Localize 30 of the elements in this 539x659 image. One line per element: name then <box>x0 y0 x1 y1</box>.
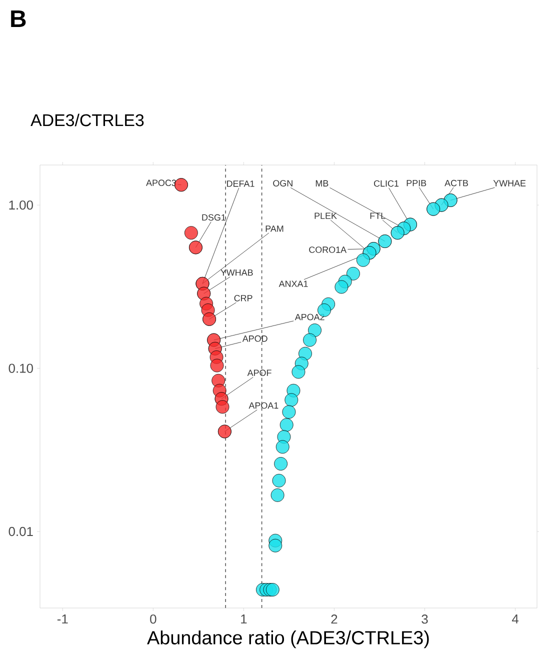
x-tick-label: 1 <box>241 614 247 624</box>
annotation: PLEK <box>314 212 337 219</box>
annotation: DEFA1 <box>227 180 254 187</box>
text: B <box>11 10 26 27</box>
annotation: MB <box>316 180 328 186</box>
x-axis-title: Abundance ratio (ADE3/CTRLE3) <box>147 630 429 648</box>
annotation: CRP <box>234 294 252 302</box>
annotation: OGN <box>273 180 292 186</box>
annotation: CORO1A <box>309 246 347 253</box>
x-tick-label: 4 <box>512 614 519 624</box>
annotation: DSG1 <box>202 214 226 221</box>
y-tick-label: 0.01 <box>8 526 33 536</box>
annotation: APOA2 <box>294 314 324 320</box>
annotation: APOF <box>247 370 272 376</box>
annotation: APOD <box>242 335 268 342</box>
annotation: PPIB <box>406 180 426 186</box>
y-tick-label: 0.10 <box>8 364 33 373</box>
chart-title: ADE3/CTRLE3 <box>30 114 144 126</box>
annotation: YWHAE <box>493 180 526 186</box>
x-tick-label: 2 <box>331 614 338 624</box>
annotation: CLIC1 <box>374 180 399 187</box>
y-tick-label: 1.00 <box>9 200 33 210</box>
annotation: APOA1 <box>248 402 278 409</box>
annotation: PAM <box>266 226 284 232</box>
annotation: YWHAB <box>220 269 253 276</box>
annotation: ANXA1 <box>278 280 308 287</box>
annotation: ACTB <box>444 180 468 186</box>
x-tick-label: 3 <box>422 614 428 624</box>
x-tick-label: -1 <box>57 614 68 624</box>
x-tick-label: 0 <box>150 614 156 624</box>
